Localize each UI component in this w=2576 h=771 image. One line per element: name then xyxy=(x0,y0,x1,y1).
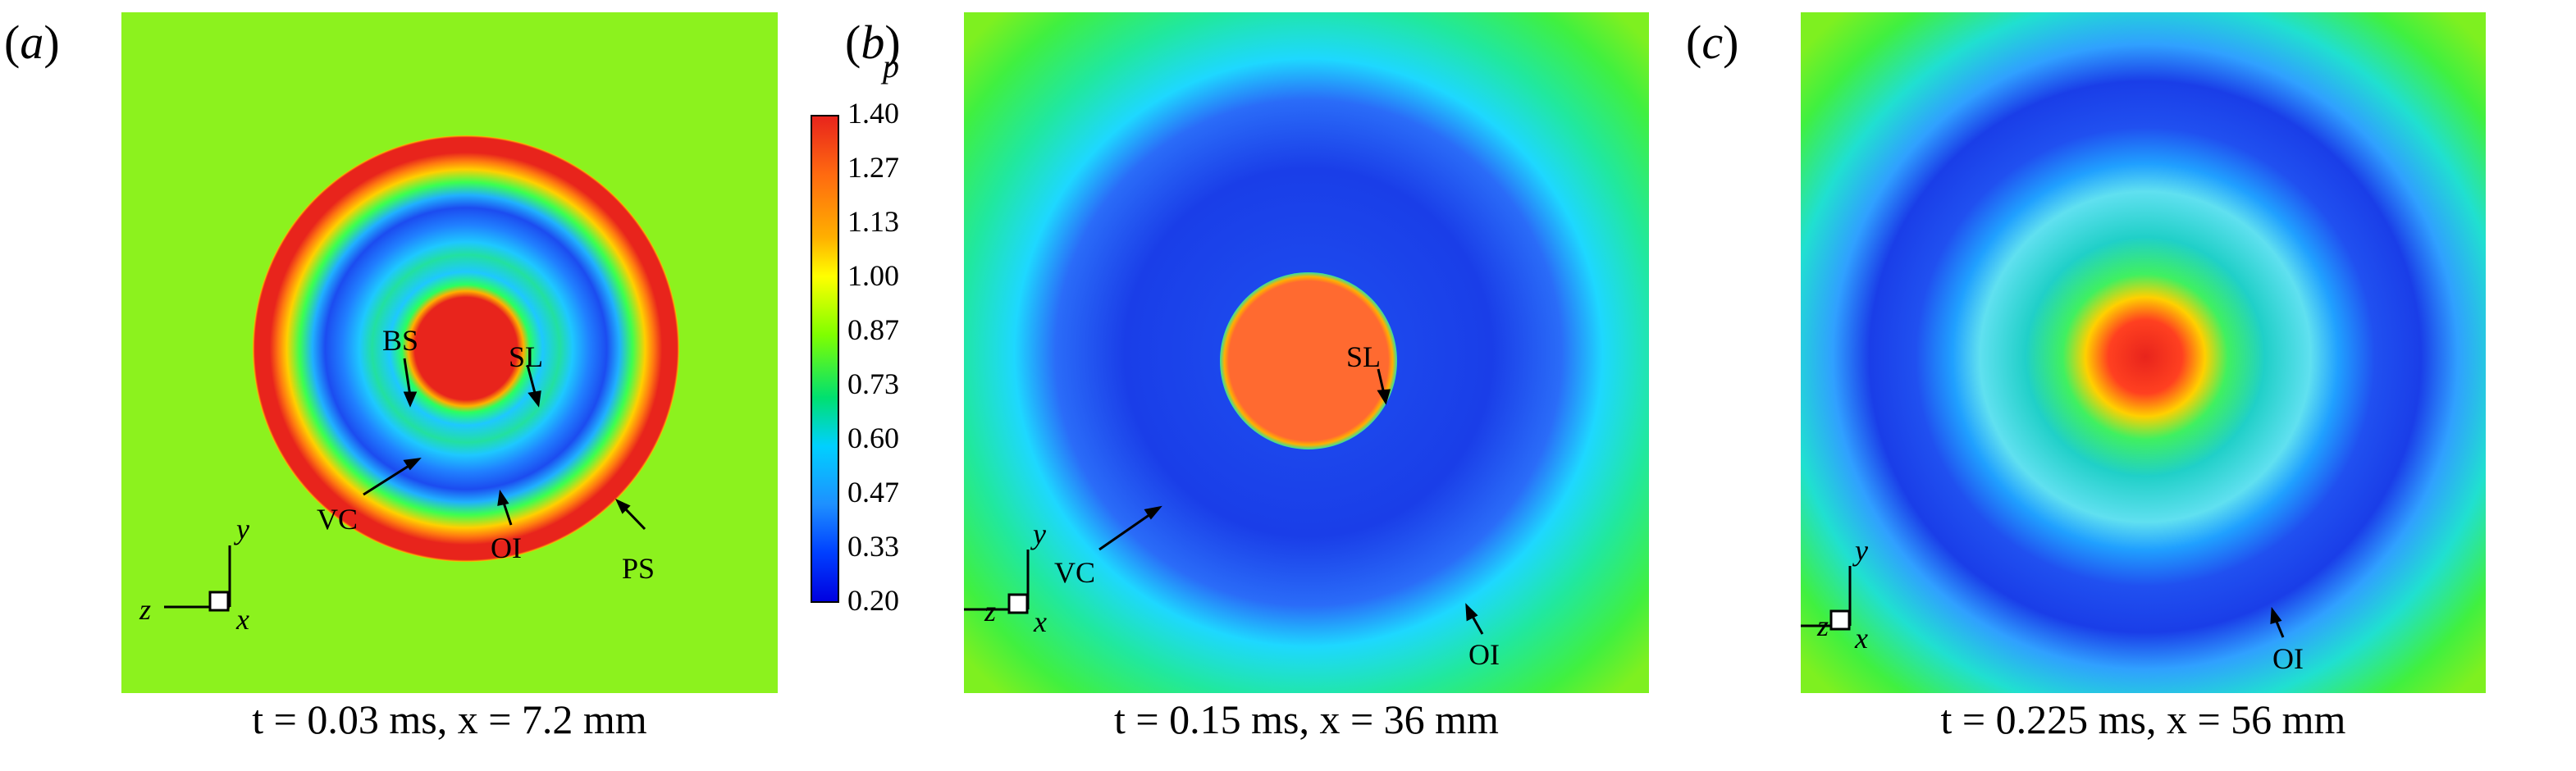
panel-c-field xyxy=(1801,12,2486,693)
axis-y-label: y xyxy=(1852,534,1868,567)
annotation-ps: PS xyxy=(622,552,655,585)
colorbar-tick: 0.60 xyxy=(847,422,899,454)
axis-triad-b xyxy=(964,550,1030,614)
colorbar-tick: 0.87 xyxy=(847,313,899,346)
colorbar-tick: 1.13 xyxy=(847,205,899,238)
annotation-sl: SL xyxy=(509,340,543,373)
annotation-vc: VC xyxy=(317,503,358,536)
axis-z-label: z xyxy=(139,593,151,626)
colorbar-tick: 1.00 xyxy=(847,259,899,292)
annotation-oi: OI xyxy=(1468,638,1500,671)
axis-x-label: x xyxy=(1854,622,1868,655)
panel-label-c: (c) xyxy=(1686,16,1739,69)
colorbar-tick: 0.20 xyxy=(847,584,899,617)
caption-b: t = 0.15 ms, x = 36 mm xyxy=(1114,696,1499,742)
caption-a: t = 0.03 ms, x = 7.2 mm xyxy=(252,696,647,742)
colorbar-title: p xyxy=(883,48,899,84)
panel-a-contour: BS SL VC OI PS y z x xyxy=(121,12,778,693)
annotation-oi: OI xyxy=(2272,642,2304,675)
colorbar-tick: 0.33 xyxy=(847,530,899,563)
panel-c-contour: OI y z x xyxy=(1801,12,2486,693)
annotation-sl: SL xyxy=(1346,340,1381,373)
panel-a-rings xyxy=(253,135,679,562)
annotation-bs: BS xyxy=(382,324,418,357)
colorbar-tick: 0.73 xyxy=(847,367,899,400)
colorbar-tick: 1.40 xyxy=(847,97,899,130)
axis-x-label: x xyxy=(235,603,249,636)
axis-y-label: y xyxy=(234,513,249,545)
panel-a-plot: BS SL VC OI PS y z x p 1.40 1.27 1.13 1.… xyxy=(121,12,901,693)
annotation-vc: VC xyxy=(1054,556,1095,589)
colorbar-tick: 1.27 xyxy=(847,151,899,184)
colorbar-tick: 0.47 xyxy=(847,476,899,509)
axis-z-label: z xyxy=(984,595,996,627)
axis-triad-c xyxy=(1801,566,1852,631)
panel-b-plot: SL VC OI y z x xyxy=(964,12,1653,693)
axis-y-label: y xyxy=(1030,518,1046,550)
panel-c-plot: OI y z x xyxy=(1801,12,2490,693)
panel-b-core xyxy=(1220,272,1397,449)
panel-label-a: (a) xyxy=(4,16,60,69)
panel-b-contour: SL VC OI y z x xyxy=(964,12,1649,693)
panel-label-b: (b) xyxy=(845,16,901,69)
axis-x-label: x xyxy=(1033,605,1047,638)
axis-z-label: z xyxy=(1816,609,1829,642)
annotation-oi: OI xyxy=(491,531,522,564)
axis-triad-a xyxy=(164,545,231,612)
caption-c: t = 0.225 ms, x = 56 mm xyxy=(1940,696,2346,742)
colorbar xyxy=(811,115,839,603)
